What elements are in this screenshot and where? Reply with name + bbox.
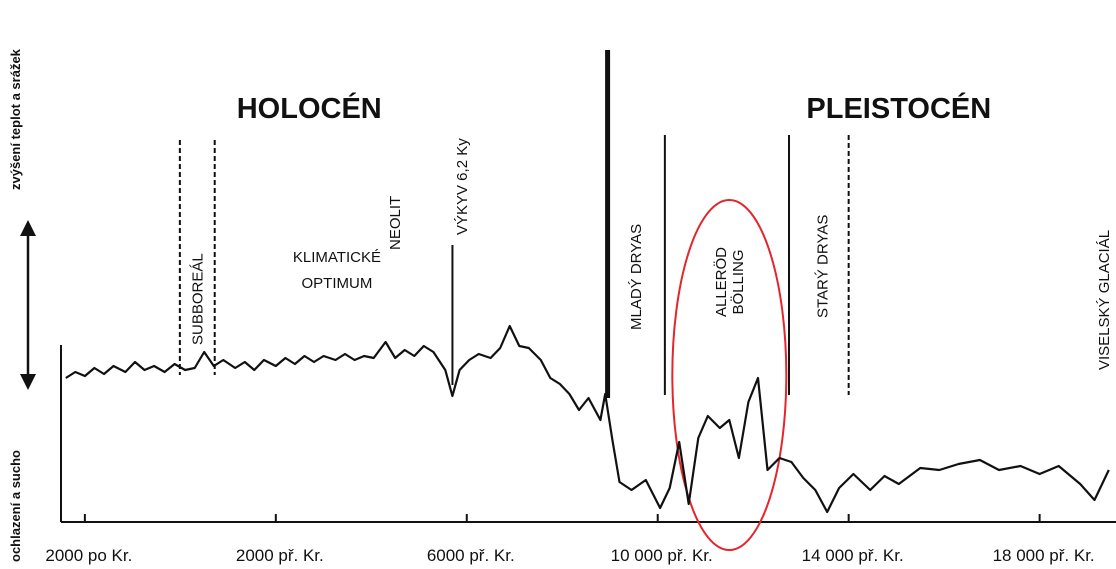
annotation: NEOLIT — [387, 196, 404, 250]
double-arrow — [20, 220, 36, 390]
x-tick-label: 10 000 př. Kr. — [611, 546, 713, 565]
x-tick-label: 2000 př. Kr. — [236, 546, 324, 565]
annotation: KLIMATICKÉ — [293, 249, 381, 266]
highlight-ellipse — [671, 199, 788, 551]
annotation: VISELSKÝ GLACIÁL — [1096, 230, 1113, 370]
annotation: VÝKYV 6,2 Ky — [454, 138, 471, 235]
annotation: BÖLLING — [729, 249, 747, 314]
climate-curve — [65, 324, 1110, 514]
y-label-bottom: ochlazení a sucho — [8, 450, 23, 562]
annotation: MLADÝ DRYAS — [628, 224, 645, 330]
annotation: STARÝ DRYAS — [814, 215, 831, 318]
x-tick-label: 14 000 př. Kr. — [802, 546, 904, 565]
period-title: PLEISTOCÉN — [806, 91, 991, 125]
x-tick-label: 18 000 př. Kr. — [993, 546, 1095, 565]
x-tick-label: 2000 po Kr. — [45, 546, 132, 565]
period-title: HOLOCÉN — [237, 91, 382, 125]
annotation: OPTIMUM — [302, 275, 373, 292]
x-tick-label: 6000 př. Kr. — [427, 546, 515, 565]
annotation: SUBBOREÁL — [190, 253, 207, 345]
annotation: ALLERÖD — [712, 247, 730, 317]
y-label-top: zvýšení teplot a srážek — [8, 48, 23, 190]
